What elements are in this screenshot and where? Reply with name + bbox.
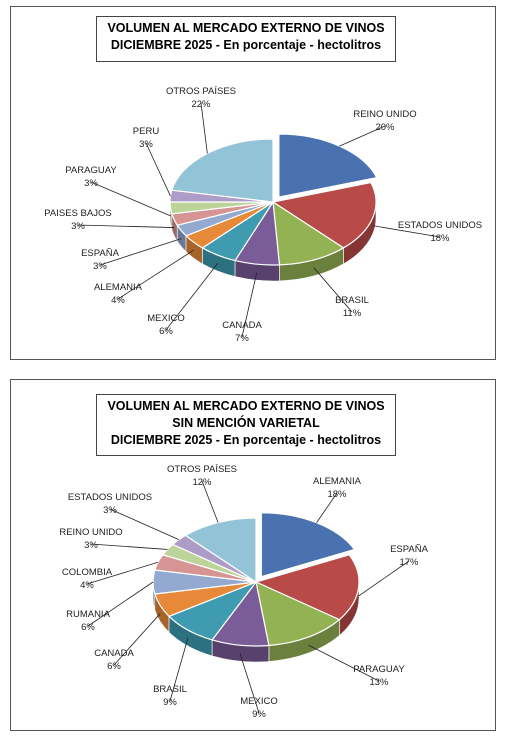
chart-title: VOLUMEN AL MERCADO EXTERNO DE VINOS DICI…: [96, 16, 396, 62]
slice-value-canada: 7%: [235, 333, 249, 344]
slice-value-otros-paises: 12%: [192, 477, 212, 488]
pie-chart-total: REINO UNIDO 20% ESTADOS UNIDOS 18% BRASIL 11%…: [44, 86, 482, 344]
leader-line-canada: [241, 272, 258, 338]
slice-value-estados-unidos: 18%: [430, 233, 450, 244]
pie-labels: ALEMANIA 18% ESPAÑA 17% PARAGUAY 13% MEXICO 9% B…: [59, 464, 428, 720]
pie-slice-estados-unidos: [272, 181, 377, 249]
slice-label-reino-unido: REINO UNIDO: [59, 527, 122, 538]
leader-line-brasil: [313, 267, 353, 313]
slice-label-mexico: MEXICO: [240, 696, 277, 707]
slice-label-canada: CANADA: [94, 648, 134, 659]
slice-value-mexico: 9%: [252, 709, 266, 720]
pie-labels: REINO UNIDO 20% ESTADOS UNIDOS 18% BRASIL 11%…: [44, 86, 482, 344]
slice-label-rumania: RUMANIA: [66, 609, 110, 620]
slice-label-colombia: COLOMBIA: [62, 567, 113, 578]
slice-label-otros-paises: OTROS PAÍSES: [166, 86, 236, 97]
leader-line-espana: [99, 238, 182, 266]
slice-label-paraguay: PARAGUAY: [353, 664, 405, 675]
slice-label-peru: PERU: [133, 126, 160, 137]
slice-label-espana: ESPAÑA: [390, 544, 429, 555]
chart-panel-sin-mencion-varietal: VOLUMEN AL MERCADO EXTERNO DE VINOS SIN …: [10, 379, 496, 731]
leader-line-colombia: [86, 561, 159, 585]
slice-label-alemania: ALEMANIA: [94, 282, 143, 293]
leader-line-alemania: [117, 249, 194, 300]
chart-title-line: DICIEMBRE 2025 - En porcentaje - hectoli…: [110, 433, 382, 447]
slice-label-canada: CANADA: [222, 320, 262, 331]
slice-value-espana: 3%: [93, 261, 107, 272]
slice-value-colombia: 4%: [80, 580, 94, 591]
chart-title-line: VOLUMEN AL MERCADO EXTERNO DE VINOS: [107, 399, 385, 413]
chart-title-line: DICIEMBRE 2025 - En porcentaje - hectoli…: [110, 38, 382, 52]
leader-line-alemania: [316, 492, 338, 523]
pie-slice-otros-paises: [184, 517, 257, 583]
leader-line-canada: [113, 613, 161, 666]
slice-value-brasil: 9%: [163, 697, 177, 708]
leader-line-estados-unidos: [372, 225, 441, 238]
leader-line-rumania: [87, 581, 154, 627]
pie-slice-paraguay: [255, 581, 340, 647]
pie-chart-sin-mencion-varietal: ALEMANIA 18% ESPAÑA 17% PARAGUAY 13% MEXICO 9% B…: [59, 464, 428, 720]
pie-tops: [152, 512, 360, 647]
slice-value-rumania: 6%: [81, 622, 95, 633]
pie-slice-brasil: [272, 201, 345, 266]
slice-value-paraguay: 3%: [84, 178, 98, 189]
pie-slice-espana: [255, 554, 360, 621]
leader-line-reino-unido: [90, 543, 168, 550]
slice-label-paises-bajos: PAISES BAJOS: [44, 208, 111, 219]
slice-label-brasil: BRASIL: [335, 295, 369, 306]
slice-value-otros-paises: 22%: [191, 99, 211, 110]
leader-line-espana: [358, 560, 410, 597]
slice-value-reino-unido: 3%: [84, 540, 98, 551]
chart-title: VOLUMEN AL MERCADO EXTERNO DE VINOS SIN …: [96, 394, 396, 456]
slice-label-estados-unidos: ESTADOS UNIDOS: [398, 220, 482, 231]
slice-label-brasil: BRASIL: [153, 684, 187, 695]
chart-title-line: VOLUMEN AL MERCADO EXTERNO DE VINOS: [107, 21, 385, 35]
chart-title-line: SIN MENCIÓN VARIETAL: [172, 416, 320, 430]
slice-value-canada: 6%: [107, 661, 121, 672]
slice-label-espana: ESPAÑA: [81, 248, 120, 259]
slice-value-paraguay: 13%: [369, 677, 389, 688]
slice-label-alemania: ALEMANIA: [313, 476, 362, 487]
leader-line-otros-paises: [200, 102, 208, 154]
slice-label-otros-paises: OTROS PAÍSES: [167, 464, 237, 475]
slice-value-estados-unidos: 3%: [103, 505, 117, 516]
leader-line-brasil: [169, 637, 189, 702]
leader-line-reino-unido: [339, 125, 386, 147]
slice-value-peru: 3%: [139, 139, 153, 150]
slice-value-brasil: 11%: [343, 308, 362, 319]
leader-line-mexico: [165, 262, 219, 331]
leader-line-peru: [145, 142, 171, 197]
slice-value-espana: 17%: [399, 557, 419, 568]
leader-line-paises-bajos: [77, 224, 175, 228]
slice-value-paises-bajos: 3%: [71, 221, 85, 232]
pie-slice-otros-paises: [171, 138, 274, 203]
slice-label-reino-unido: REINO UNIDO: [353, 109, 416, 120]
leader-line-estados-unidos: [109, 508, 179, 541]
slice-label-mexico: MEXICO: [147, 313, 184, 324]
chart-panel-total: VOLUMEN AL MERCADO EXTERNO DE VINOS DICI…: [10, 6, 496, 360]
leader-line-paraguay: [90, 181, 171, 217]
slice-value-mexico: 6%: [159, 326, 173, 337]
leader-line-mexico: [239, 653, 260, 714]
leader-line-paraguay: [308, 644, 380, 682]
leader-line-otros-paises: [201, 480, 219, 523]
slice-label-paraguay: PARAGUAY: [65, 165, 117, 176]
pie-slice-alemania: [260, 512, 356, 578]
slice-value-alemania: 4%: [111, 295, 125, 306]
pie-tops: [169, 133, 378, 266]
slice-value-reino-unido: 20%: [375, 122, 395, 133]
slice-label-estados-unidos: ESTADOS UNIDOS: [68, 492, 152, 503]
slice-value-alemania: 18%: [327, 489, 347, 500]
